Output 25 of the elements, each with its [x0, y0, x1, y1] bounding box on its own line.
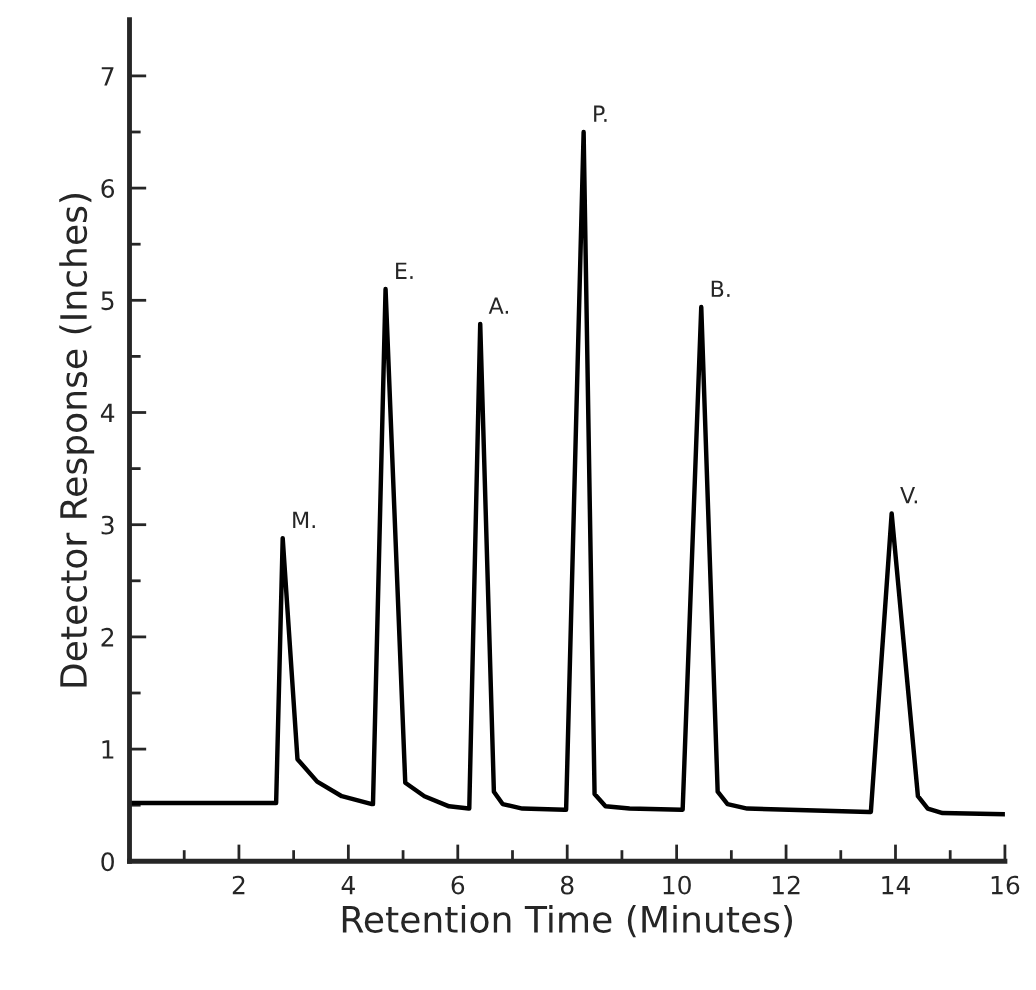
- annotation: P.: [594, 105, 607, 122]
- annotation: V.: [900, 487, 917, 504]
- y-tick-label: 4: [100, 403, 115, 422]
- annotation: M.: [293, 511, 315, 528]
- y-tick-label: 0: [101, 852, 114, 872]
- y-tick-label: 2: [101, 627, 114, 647]
- y-tick-label: 1: [102, 740, 114, 759]
- x-tick-label: 4: [341, 875, 355, 895]
- x-tick-label: 6: [451, 875, 465, 895]
- x-axis-title: Retention Time (Minutes): [342, 904, 792, 938]
- y-axis-title: Detector Response (Inches): [59, 194, 95, 687]
- y-tick-label: 5: [101, 291, 114, 311]
- line-series: [129, 129, 1005, 817]
- x-tick-label: 2: [232, 875, 245, 895]
- x-tick-label: 14: [882, 875, 910, 895]
- annotation: A.: [488, 297, 509, 314]
- x-tick-label: 12: [772, 875, 800, 895]
- x-tick-label: 8: [560, 875, 574, 895]
- y-tick-label: 6: [101, 179, 115, 198]
- x-tick-label: 16: [991, 875, 1020, 895]
- x-tick-label: 10: [663, 875, 691, 895]
- annotation: B.: [711, 280, 730, 297]
- y-tick-label: 7: [101, 67, 114, 86]
- annotation: E.: [396, 262, 413, 279]
- y-tick-label: 3: [101, 515, 114, 535]
